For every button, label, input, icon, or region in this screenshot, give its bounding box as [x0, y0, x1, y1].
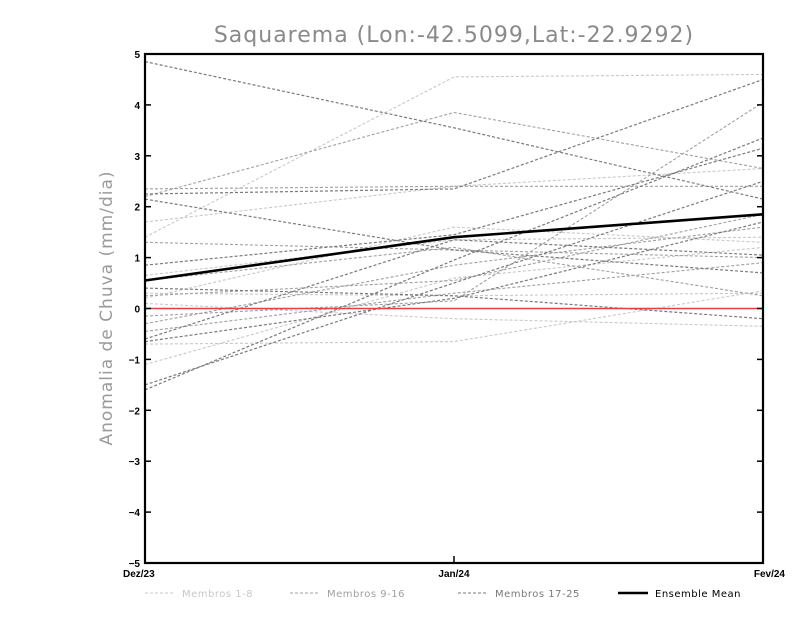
member-line-3: [144, 226, 764, 299]
legend: Membros 1-8 Membros 9-16 Membros 17-25 Ense…: [145, 589, 741, 600]
y-tick-label: 5: [134, 50, 140, 61]
y-ticks: −5 −4 −3 −2 −1 0 1 2 3 4 5: [129, 50, 763, 570]
legend-label: Membros 9-16: [327, 589, 405, 600]
series-layer: [144, 61, 764, 391]
member-line-1: [144, 73, 764, 238]
mean-layer: [144, 213, 764, 282]
y-tick-label: −3: [129, 457, 141, 468]
member-line-22: [144, 287, 764, 320]
member-line-11: [144, 101, 764, 317]
member-line-8: [144, 236, 764, 276]
y-tick-label: 2: [134, 203, 140, 214]
chart-title: Saquarema (Lon:-42.5099,Lat:-22.9292): [214, 23, 694, 48]
ensemble-mean-line: [144, 213, 764, 282]
member-line-7: [144, 292, 764, 297]
member-line-5: [144, 302, 764, 327]
x-tick-label: Dez/23: [123, 569, 155, 580]
legend-label: Membros 17-25: [495, 589, 580, 600]
member-line-9: [144, 185, 763, 190]
member-line-15: [144, 262, 764, 332]
legend-label: Ensemble Mean: [655, 589, 741, 600]
y-tick-label: −4: [129, 508, 141, 519]
member-line-4: [144, 290, 764, 345]
member-line-20: [144, 180, 764, 386]
y-tick-label: 1: [134, 254, 140, 265]
y-tick-label: 0: [134, 305, 140, 316]
legend-label: Membros 1-8: [182, 589, 253, 600]
member-line-16: [144, 213, 764, 297]
member-line-12: [144, 241, 764, 259]
member-line-2: [144, 167, 764, 223]
y-tick-label: −1: [129, 355, 141, 366]
y-axis-label: Anomalia de Chuva (mm/dia): [97, 170, 117, 445]
x-tick-label: Fev/24: [754, 569, 786, 580]
y-tick-label: 3: [134, 152, 140, 163]
member-line-14: [144, 246, 764, 297]
x-ticks: Dez/23 Jan/24 Fev/24: [123, 556, 785, 580]
member-line-21: [144, 147, 764, 266]
member-line-18: [144, 78, 764, 195]
y-tick-label: 4: [134, 101, 140, 112]
y-tick-label: −2: [129, 406, 141, 417]
member-line-13: [144, 226, 764, 325]
member-line-6: [144, 246, 764, 366]
member-line-19: [144, 137, 764, 391]
member-line-17: [144, 61, 764, 200]
x-tick-label: Jan/24: [438, 569, 470, 580]
member-line-25: [144, 221, 764, 343]
y-tick-label: −5: [129, 559, 141, 570]
member-line-23: [144, 239, 764, 340]
member-line-10: [144, 111, 764, 198]
